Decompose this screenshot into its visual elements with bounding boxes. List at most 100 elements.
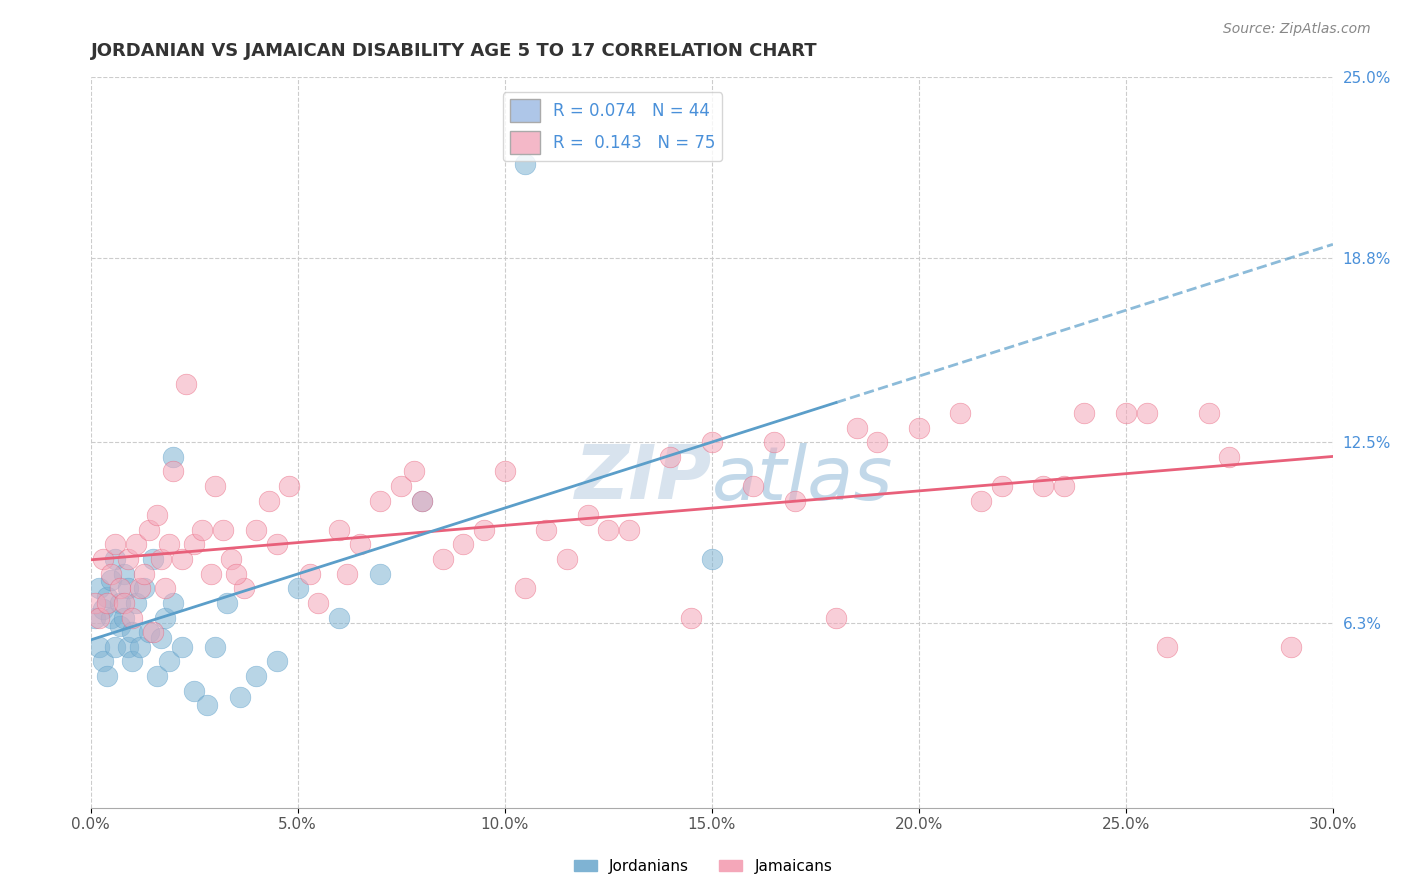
Point: [87, 610, 110, 624]
Point: [117, 582, 139, 596]
Point: [204, 479, 226, 493]
Point: [212, 523, 235, 537]
Point: [287, 582, 309, 596]
Legend: Jordanians, Jamaicans: Jordanians, Jamaicans: [568, 853, 838, 880]
Point: [200, 566, 222, 581]
Point: [104, 552, 127, 566]
Point: [825, 610, 848, 624]
Point: [157, 655, 180, 669]
Point: [402, 464, 425, 478]
Point: [134, 582, 156, 596]
Point: [104, 537, 127, 551]
Point: [299, 566, 322, 581]
Point: [349, 537, 371, 551]
Point: [204, 640, 226, 654]
Point: [142, 552, 165, 566]
Point: [783, 493, 806, 508]
Point: [121, 625, 143, 640]
Point: [134, 566, 156, 581]
Point: [453, 537, 475, 551]
Point: [150, 552, 173, 566]
Point: [121, 655, 143, 669]
Point: [245, 669, 267, 683]
Point: [91, 602, 114, 616]
Point: [411, 493, 433, 508]
Point: [907, 420, 929, 434]
Point: [83, 596, 105, 610]
Point: [866, 435, 889, 450]
Point: [555, 552, 578, 566]
Point: [411, 493, 433, 508]
Point: [96, 669, 118, 683]
Point: [112, 566, 135, 581]
Point: [129, 640, 152, 654]
Point: [83, 610, 105, 624]
Point: [112, 596, 135, 610]
Point: [162, 450, 184, 464]
Point: [266, 537, 288, 551]
Point: [1135, 406, 1157, 420]
Point: [87, 640, 110, 654]
Point: [195, 698, 218, 713]
Point: [389, 479, 412, 493]
Point: [100, 566, 122, 581]
Point: [221, 552, 243, 566]
Point: [91, 552, 114, 566]
Point: [472, 523, 495, 537]
Point: [700, 435, 723, 450]
Point: [183, 683, 205, 698]
Point: [1032, 479, 1054, 493]
Point: [108, 619, 131, 633]
Point: [278, 479, 301, 493]
Point: [700, 552, 723, 566]
Text: JORDANIAN VS JAMAICAN DISABILITY AGE 5 TO 17 CORRELATION CHART: JORDANIAN VS JAMAICAN DISABILITY AGE 5 T…: [90, 42, 817, 60]
Point: [681, 610, 703, 624]
Point: [742, 479, 765, 493]
Point: [91, 655, 114, 669]
Point: [1281, 640, 1303, 654]
Point: [129, 582, 152, 596]
Point: [228, 690, 250, 704]
Point: [598, 523, 620, 537]
Text: Source: ZipAtlas.com: Source: ZipAtlas.com: [1223, 22, 1371, 37]
Point: [100, 573, 122, 587]
Point: [121, 610, 143, 624]
Point: [125, 596, 148, 610]
Point: [146, 508, 169, 523]
Point: [170, 552, 193, 566]
Point: [257, 493, 280, 508]
Point: [87, 582, 110, 596]
Point: [170, 640, 193, 654]
Point: [191, 523, 214, 537]
Point: [1198, 406, 1220, 420]
Point: [576, 508, 599, 523]
Point: [970, 493, 993, 508]
Point: [432, 552, 454, 566]
Point: [232, 582, 254, 596]
Point: [307, 596, 329, 610]
Point: [217, 596, 239, 610]
Point: [153, 582, 176, 596]
Point: [1115, 406, 1137, 420]
Point: [104, 640, 127, 654]
Point: [1156, 640, 1178, 654]
Text: ZIP: ZIP: [575, 442, 711, 516]
Point: [328, 523, 350, 537]
Point: [174, 376, 197, 391]
Point: [1073, 406, 1095, 420]
Text: atlas: atlas: [711, 442, 893, 515]
Point: [659, 450, 682, 464]
Point: [112, 610, 135, 624]
Point: [108, 596, 131, 610]
Point: [762, 435, 785, 450]
Point: [370, 566, 392, 581]
Point: [96, 596, 118, 610]
Point: [245, 523, 267, 537]
Point: [153, 610, 176, 624]
Point: [370, 493, 392, 508]
Point: [515, 157, 537, 171]
Point: [949, 406, 972, 420]
Point: [162, 464, 184, 478]
Point: [336, 566, 359, 581]
Point: [125, 537, 148, 551]
